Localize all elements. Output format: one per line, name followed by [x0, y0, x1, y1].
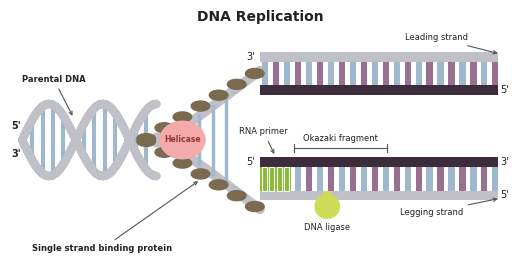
FancyBboxPatch shape: [277, 167, 282, 191]
Text: DNA ligase: DNA ligase: [304, 223, 350, 232]
Text: 3': 3': [246, 52, 255, 62]
FancyBboxPatch shape: [260, 167, 291, 191]
Text: 3': 3': [12, 150, 21, 159]
Circle shape: [227, 191, 246, 201]
FancyBboxPatch shape: [306, 62, 312, 85]
FancyBboxPatch shape: [284, 62, 290, 85]
FancyBboxPatch shape: [262, 62, 268, 85]
FancyBboxPatch shape: [262, 167, 267, 191]
Circle shape: [137, 134, 155, 144]
FancyBboxPatch shape: [492, 62, 499, 85]
Circle shape: [155, 123, 174, 133]
FancyBboxPatch shape: [372, 62, 378, 85]
Circle shape: [245, 202, 264, 211]
FancyBboxPatch shape: [260, 52, 498, 62]
FancyBboxPatch shape: [350, 167, 356, 191]
Text: 5': 5': [246, 157, 255, 167]
FancyBboxPatch shape: [426, 167, 433, 191]
Circle shape: [210, 90, 228, 100]
FancyBboxPatch shape: [459, 62, 465, 85]
Circle shape: [173, 158, 192, 168]
Text: 3': 3': [501, 157, 509, 167]
FancyBboxPatch shape: [405, 167, 411, 191]
Text: RNA primer: RNA primer: [239, 127, 288, 153]
Text: Leading strand: Leading strand: [405, 33, 497, 54]
FancyBboxPatch shape: [328, 167, 334, 191]
FancyBboxPatch shape: [383, 167, 389, 191]
Text: 5': 5': [501, 85, 509, 95]
FancyBboxPatch shape: [350, 62, 356, 85]
FancyBboxPatch shape: [284, 167, 290, 191]
FancyBboxPatch shape: [482, 62, 487, 85]
FancyBboxPatch shape: [394, 167, 400, 191]
FancyBboxPatch shape: [415, 167, 422, 191]
Ellipse shape: [159, 121, 206, 159]
Text: Legging strand: Legging strand: [400, 198, 497, 217]
FancyBboxPatch shape: [262, 167, 268, 191]
FancyBboxPatch shape: [448, 62, 454, 85]
FancyBboxPatch shape: [295, 167, 301, 191]
FancyBboxPatch shape: [361, 62, 367, 85]
FancyBboxPatch shape: [269, 167, 275, 191]
Circle shape: [137, 136, 155, 146]
FancyBboxPatch shape: [405, 62, 411, 85]
FancyBboxPatch shape: [306, 167, 312, 191]
Circle shape: [227, 79, 246, 89]
FancyBboxPatch shape: [273, 62, 279, 85]
FancyBboxPatch shape: [273, 167, 279, 191]
FancyBboxPatch shape: [426, 62, 433, 85]
FancyBboxPatch shape: [470, 62, 476, 85]
FancyBboxPatch shape: [459, 167, 465, 191]
FancyBboxPatch shape: [372, 167, 378, 191]
Text: 5': 5': [12, 121, 21, 130]
FancyBboxPatch shape: [383, 62, 389, 85]
Text: Okazaki fragment: Okazaki fragment: [303, 134, 378, 143]
Circle shape: [245, 69, 264, 78]
FancyBboxPatch shape: [295, 62, 301, 85]
FancyBboxPatch shape: [284, 167, 290, 191]
Circle shape: [210, 180, 228, 190]
FancyBboxPatch shape: [260, 85, 498, 95]
FancyBboxPatch shape: [323, 191, 331, 203]
Circle shape: [191, 169, 210, 179]
FancyBboxPatch shape: [317, 62, 323, 85]
FancyBboxPatch shape: [415, 62, 422, 85]
Text: 5': 5': [501, 190, 509, 200]
FancyBboxPatch shape: [260, 191, 498, 200]
FancyBboxPatch shape: [394, 62, 400, 85]
Circle shape: [173, 112, 192, 122]
Text: DNA Replication: DNA Replication: [197, 10, 323, 24]
FancyBboxPatch shape: [470, 167, 476, 191]
FancyBboxPatch shape: [260, 157, 498, 167]
FancyBboxPatch shape: [339, 167, 345, 191]
FancyBboxPatch shape: [437, 167, 444, 191]
FancyBboxPatch shape: [492, 167, 499, 191]
Circle shape: [155, 147, 174, 157]
Circle shape: [191, 101, 210, 111]
Text: Helicase: Helicase: [164, 136, 201, 144]
Ellipse shape: [314, 194, 340, 219]
FancyBboxPatch shape: [317, 167, 323, 191]
Text: Single strand binding protein: Single strand binding protein: [32, 182, 197, 253]
FancyBboxPatch shape: [482, 167, 487, 191]
FancyBboxPatch shape: [448, 167, 454, 191]
FancyBboxPatch shape: [339, 62, 345, 85]
Text: Parental DNA: Parental DNA: [22, 75, 86, 115]
FancyBboxPatch shape: [361, 167, 367, 191]
FancyBboxPatch shape: [437, 62, 444, 85]
FancyBboxPatch shape: [328, 62, 334, 85]
